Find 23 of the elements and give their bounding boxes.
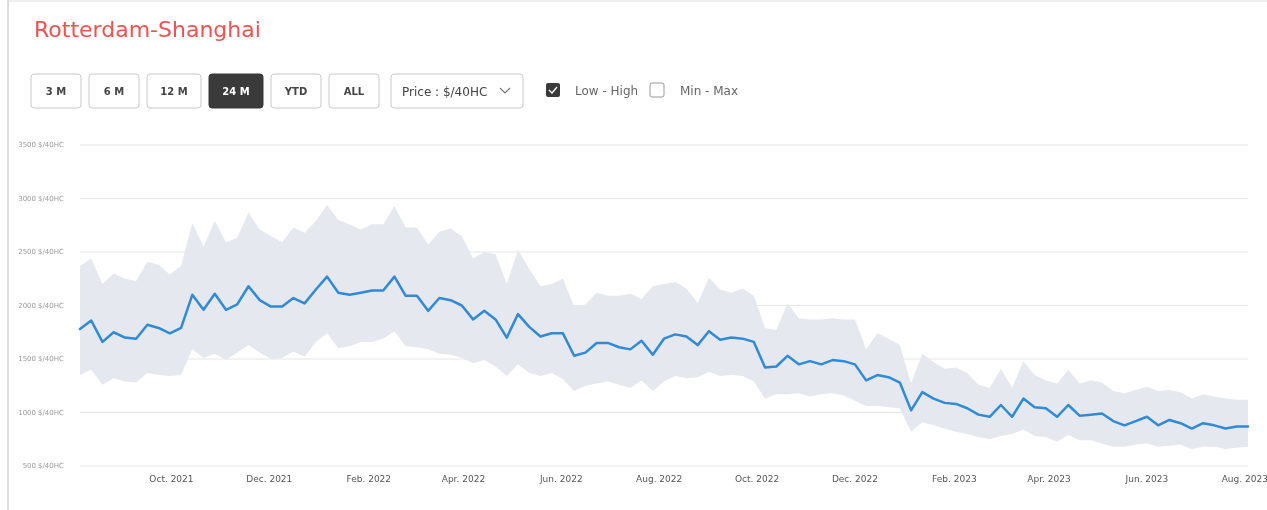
text: 3 M	[45, 86, 67, 97]
x-tick-label: Oct. 2021	[149, 474, 194, 484]
x-tick-label: Dec. 2021	[246, 474, 293, 484]
x-tick-label: Jun. 2022	[538, 474, 583, 484]
x-tick-label: Apr. 2022	[441, 474, 486, 484]
text: YTD	[283, 86, 308, 97]
text: Price : $/40HC	[402, 85, 488, 99]
text: Min - Max	[680, 84, 739, 98]
x-tick-label: Jun. 2023	[1124, 474, 1169, 484]
x-tick-label: Aug. 2022	[636, 474, 683, 484]
text: Low - High	[575, 84, 639, 98]
text: 6 M	[103, 86, 125, 97]
x-tick-label: Feb. 2022	[346, 474, 392, 484]
text: ALL	[343, 86, 365, 97]
x-tick-label: Dec. 2022	[831, 474, 878, 484]
x-tick-label: Apr. 2023	[1027, 474, 1071, 484]
x-tick-label: Aug. 2023	[1221, 474, 1267, 484]
chart-title: Rotterdam-Shanghai	[34, 17, 261, 42]
text: 24 M	[222, 86, 250, 97]
text: 12 M	[160, 86, 188, 97]
line-series	[78, 275, 1250, 430]
x-tick-label: Feb. 2023	[932, 474, 977, 484]
x-tick-label: Oct. 2022	[734, 474, 780, 484]
